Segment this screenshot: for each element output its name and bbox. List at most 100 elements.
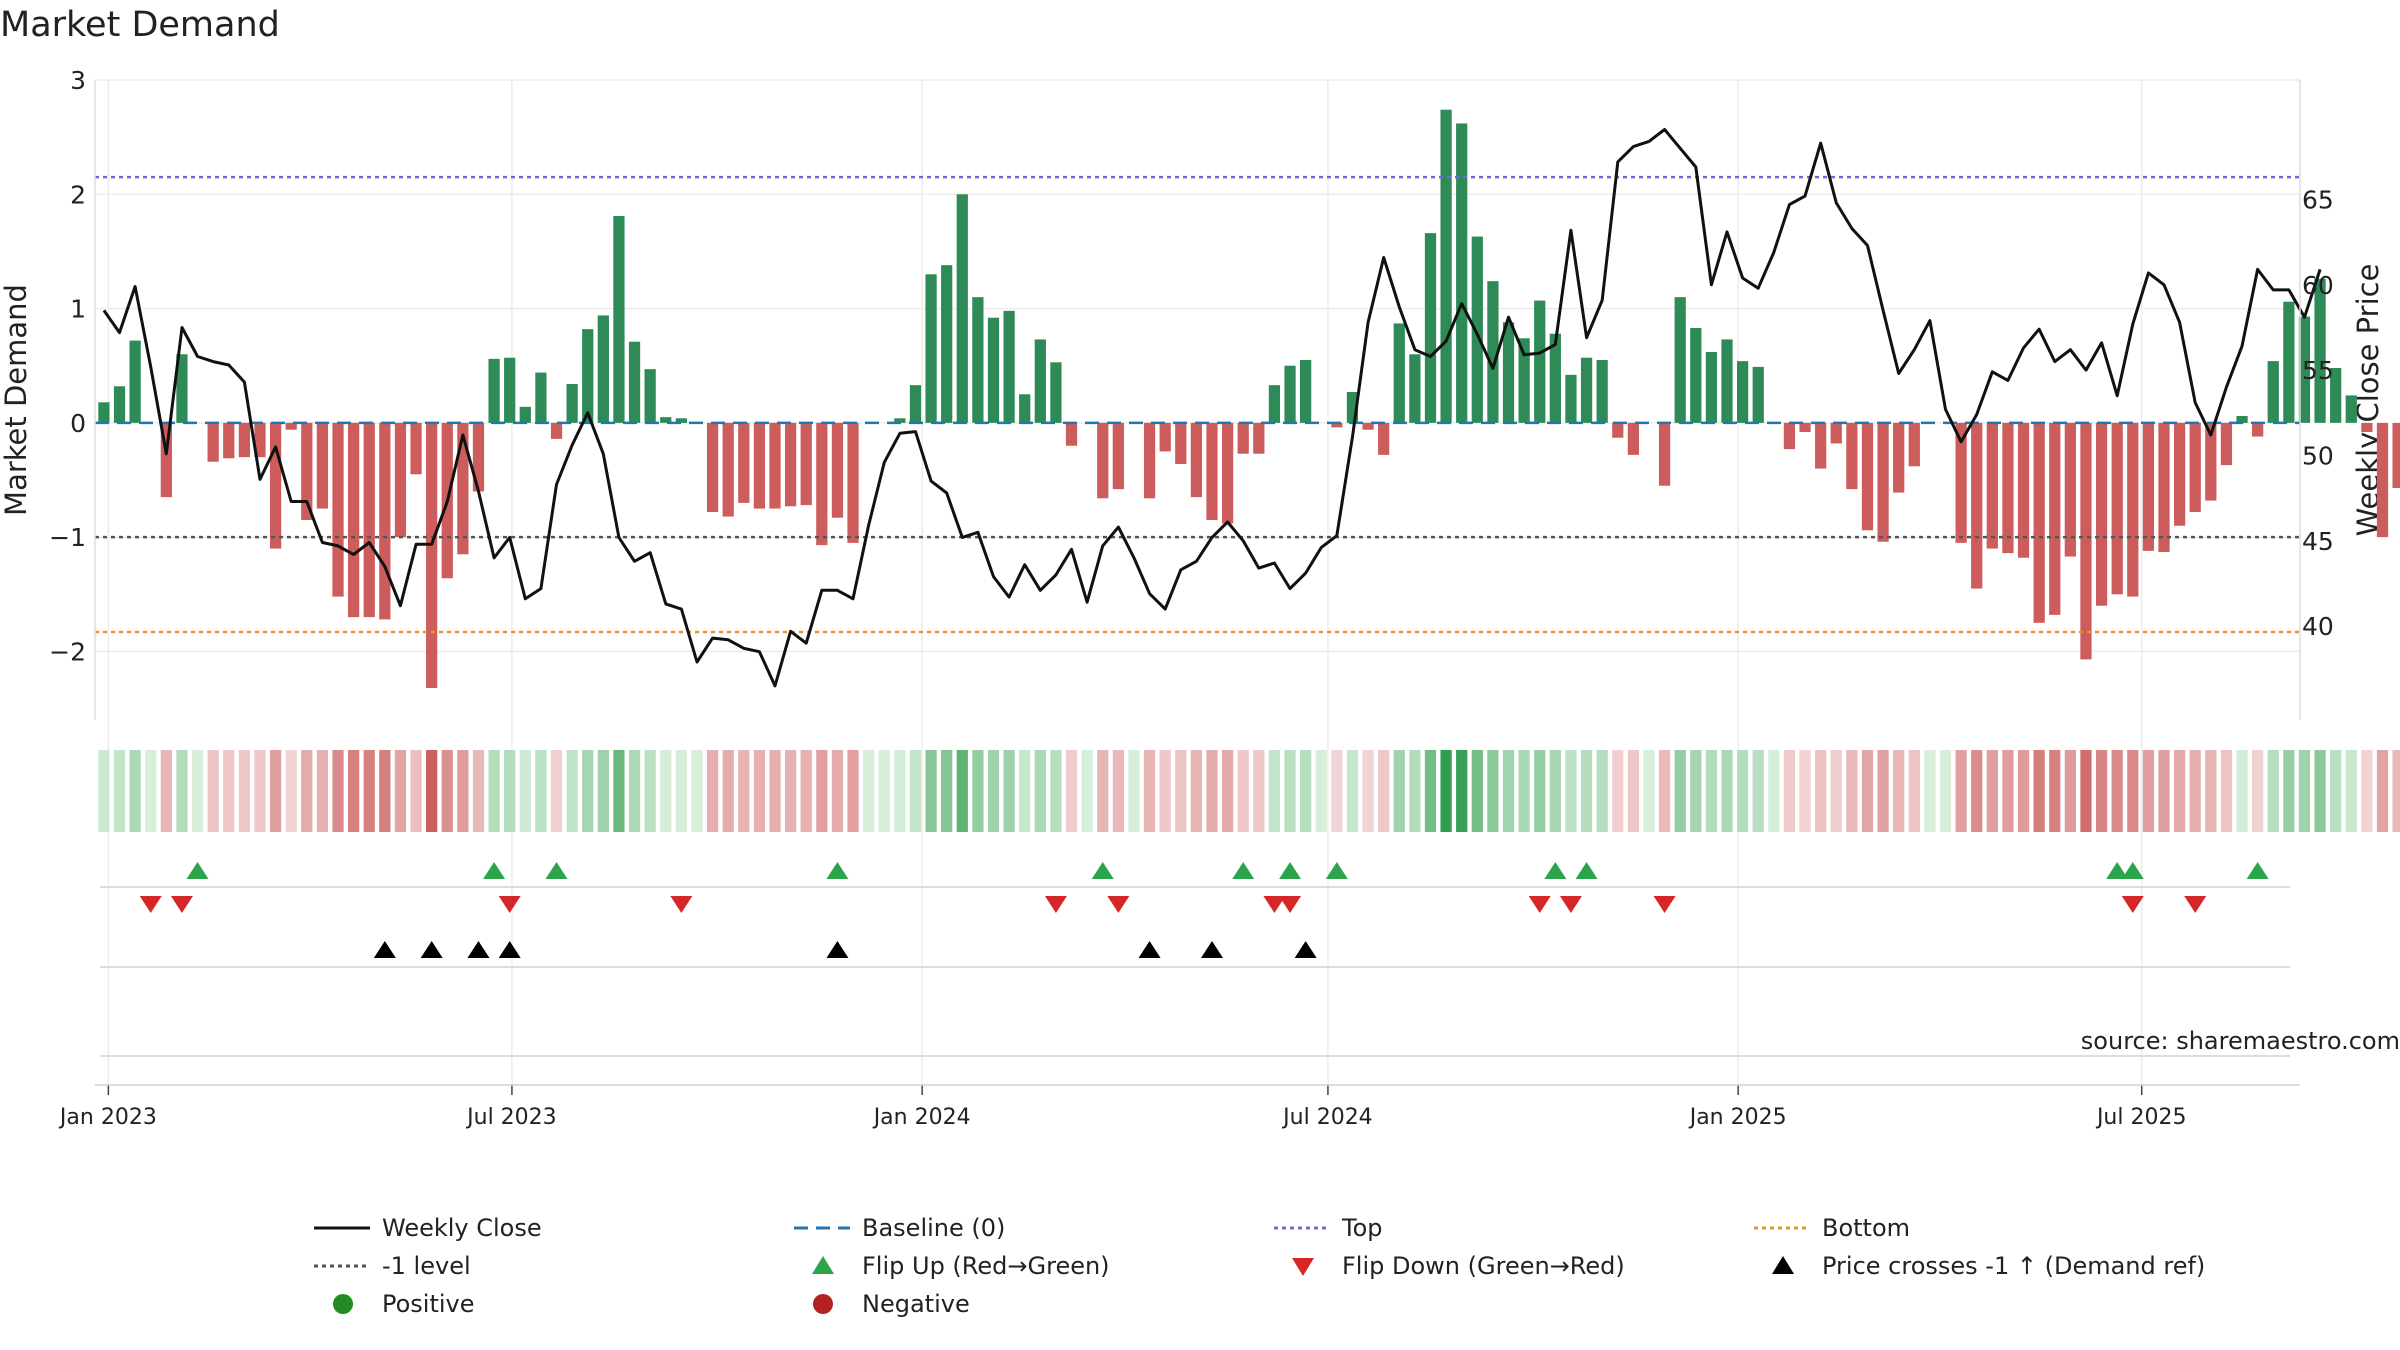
heat-cell (2392, 750, 2400, 832)
demand-bar (1206, 422, 1218, 520)
demand-bar (847, 422, 859, 543)
demand-bar (628, 341, 641, 423)
heat-cell (269, 750, 282, 832)
heat-cell (1065, 750, 1078, 832)
heat-cell (238, 750, 250, 832)
x-tick-label: Jul 2024 (1281, 1105, 1373, 1130)
demand-bar (176, 354, 188, 423)
price-cross-marker (373, 941, 396, 958)
demand-bar (831, 422, 844, 518)
flip-up-marker (1544, 862, 1567, 879)
heat-cell (613, 750, 625, 832)
heat-cell (1627, 750, 1639, 832)
demand-bar (1175, 422, 1187, 464)
demand-bar (1221, 422, 1234, 524)
flip-down-marker (1559, 896, 1582, 913)
legend-top: Top (1260, 1210, 1383, 1246)
demand-bar (1549, 333, 1561, 423)
demand-bar (2158, 422, 2170, 552)
heat-cell (1253, 750, 1265, 832)
y2-tick-label: 55 (2302, 356, 2334, 385)
heat-cell (1534, 750, 1546, 832)
demand-bar (753, 422, 766, 509)
demand-bar (1502, 322, 1515, 423)
heat-cell (1471, 750, 1483, 832)
y-axis-label: Market Demand (0, 284, 33, 516)
x-tick-label: Jan 2024 (872, 1105, 971, 1130)
heat-cell (1487, 750, 1499, 832)
heat-cell (1284, 750, 1296, 832)
heat-cell (1924, 750, 1936, 832)
heat-cell (1175, 750, 1187, 832)
heat-cell (1939, 750, 1952, 832)
demand-bar (1534, 300, 1546, 423)
legend-row-1: Weekly Close Baseline (0) Top Bottom (300, 1210, 2200, 1246)
demand-bar (379, 422, 391, 620)
y2-tick-label: 50 (2302, 441, 2334, 470)
demand-bar (644, 369, 656, 423)
event-markers (100, 862, 2290, 1057)
demand-bar (1752, 366, 1764, 423)
legend-label: Price crosses -1 ↑ (Demand ref) (1822, 1252, 2206, 1280)
top-dotted-line-icon (1274, 1226, 1330, 1230)
flip-up-marker (1091, 862, 1114, 879)
demand-bar (1284, 365, 1296, 423)
flip-up-marker (186, 862, 209, 879)
triangle-down-red-icon (1292, 1258, 1314, 1276)
heat-cell (2267, 750, 2279, 832)
demand-bar (160, 422, 172, 498)
heat-cell (410, 750, 422, 832)
flip-up-marker (1232, 862, 1255, 879)
demand-bar (1658, 422, 1671, 486)
heat-cell (191, 750, 204, 832)
demand-bar (1861, 422, 1874, 531)
flip-down-marker (1044, 896, 1067, 913)
heat-cell (1424, 750, 1437, 832)
demand-bar (2017, 422, 2030, 558)
heat-cell (972, 750, 984, 832)
demand-bar (1097, 422, 1109, 499)
demand-bar (2376, 422, 2389, 538)
heat-cell (207, 750, 219, 832)
flip-down-marker (1107, 896, 1130, 913)
flip-down-marker (170, 896, 193, 913)
heat-cell (1143, 750, 1156, 832)
heat-cell (1737, 750, 1749, 832)
demand-bar (784, 422, 797, 507)
heat-cell (2095, 750, 2108, 832)
flip-down-marker (1528, 896, 1551, 913)
heat-cell (582, 750, 594, 832)
demand-bar (1674, 297, 1686, 423)
reference-lines-layer (95, 175, 2300, 634)
heat-cell (426, 750, 438, 832)
legend-flip-down: Flip Down (Green→Red) (1260, 1248, 1625, 1284)
heat-cell (1409, 750, 1421, 832)
demand-bar (1424, 233, 1437, 423)
heat-cell (316, 750, 329, 832)
heat-cell (535, 750, 547, 832)
heat-cell (1034, 750, 1046, 832)
demand-bar (1690, 328, 1702, 423)
demand-bar (1846, 422, 1858, 490)
demand-bar (2080, 422, 2092, 660)
heat-cell (1690, 750, 1702, 832)
demand-bar (410, 422, 422, 475)
heat-cell (644, 750, 656, 832)
heat-cell (1019, 750, 1031, 832)
heat-cell (1300, 750, 1312, 832)
heat-cell (2314, 750, 2326, 832)
legend-weekly-close: Weekly Close (300, 1210, 542, 1246)
heat-cell (394, 750, 407, 832)
heat-cell (223, 750, 235, 832)
demand-bar (972, 297, 984, 423)
heat-cell (1440, 750, 1452, 832)
heat-cell (2049, 750, 2061, 832)
flip-down-marker (2121, 896, 2144, 913)
chart-title: Market Demand (0, 5, 280, 45)
y2-tick-label: 65 (2302, 185, 2334, 214)
heat-cell (1877, 750, 1889, 832)
heat-cell (113, 750, 126, 832)
triangle-up-green-icon (812, 1256, 834, 1274)
heat-cell (2002, 750, 2014, 832)
